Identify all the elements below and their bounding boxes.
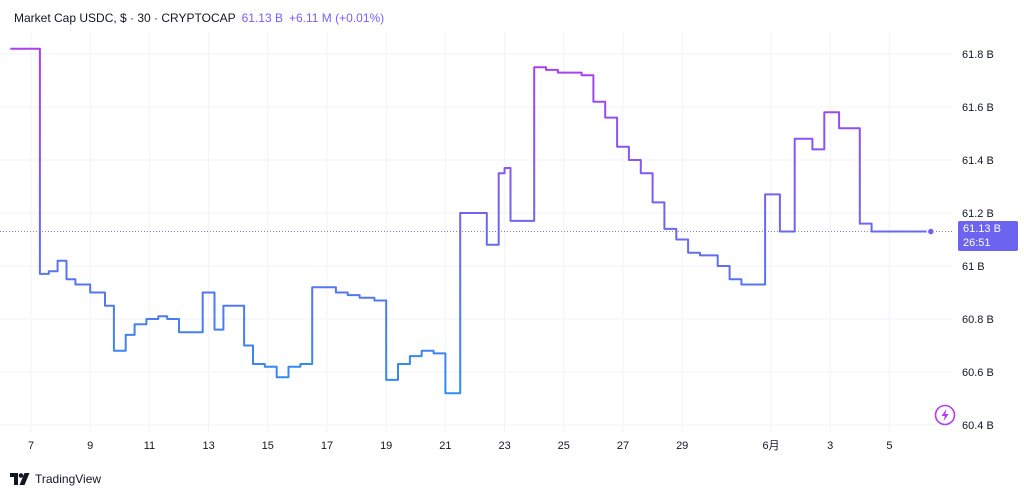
x-tick-label: 7 — [28, 440, 34, 452]
chart-header: Market Cap USDC, $ · 30 · CRYPTOCAP 61.1… — [14, 8, 384, 28]
y-tick-label: 61.4 B — [962, 155, 994, 167]
x-tick-label: 23 — [498, 440, 510, 452]
x-tick-label: 17 — [321, 440, 333, 452]
x-tick-label: 5 — [886, 440, 892, 452]
last-price-readout: 61.13 B — [241, 11, 283, 25]
y-tick-label: 60.6 B — [962, 367, 994, 379]
x-tick-label: 13 — [202, 440, 214, 452]
x-tick-label: 25 — [558, 440, 570, 452]
y-tick-label: 61.6 B — [962, 102, 994, 114]
x-tick-label: 11 — [144, 440, 155, 452]
bar-countdown: 26:51 — [963, 237, 991, 249]
grid-lines — [0, 32, 952, 432]
x-tick-label: 6月 — [762, 440, 779, 452]
brand-name: TradingView — [35, 472, 102, 486]
x-axis: 7 9 11 13 15 17 19 21 23 25 27 29 6月 3 5 — [28, 440, 893, 452]
series-line — [10, 47, 931, 395]
y-tick-label: 61.2 B — [962, 208, 994, 220]
y-tick-label: 60.4 B — [962, 420, 994, 432]
x-tick-label: 9 — [87, 440, 93, 452]
symbol-title[interactable]: Market Cap USDC, $ · 30 · CRYPTOCAP — [14, 11, 236, 25]
tradingview-logo-icon — [10, 473, 30, 485]
x-tick-label: 19 — [380, 440, 392, 452]
x-tick-label: 3 — [827, 440, 833, 452]
y-tick-label: 61 B — [962, 261, 985, 273]
plot-area — [0, 47, 952, 395]
x-tick-label: 27 — [617, 440, 629, 452]
x-tick-label: 21 — [439, 440, 451, 452]
lightning-icon[interactable] — [934, 404, 956, 426]
last-price-tag: 61.13 B 26:51 — [958, 221, 1018, 251]
change-readout: +6.11 M (+0.01%) — [289, 11, 385, 25]
tradingview-brand[interactable]: TradingView — [10, 470, 101, 488]
y-axis: 60.4 B 60.6 B 60.8 B 61 B 61.2 B 61.4 B 61.6 B… — [962, 49, 994, 432]
last-price-tag-value: 61.13 B — [963, 223, 1001, 235]
x-tick-label: 29 — [676, 440, 688, 452]
y-tick-label: 60.8 B — [962, 314, 994, 326]
y-tick-label: 61.8 B — [962, 49, 994, 61]
x-tick-label: 15 — [262, 440, 274, 452]
last-point-marker — [926, 227, 936, 236]
